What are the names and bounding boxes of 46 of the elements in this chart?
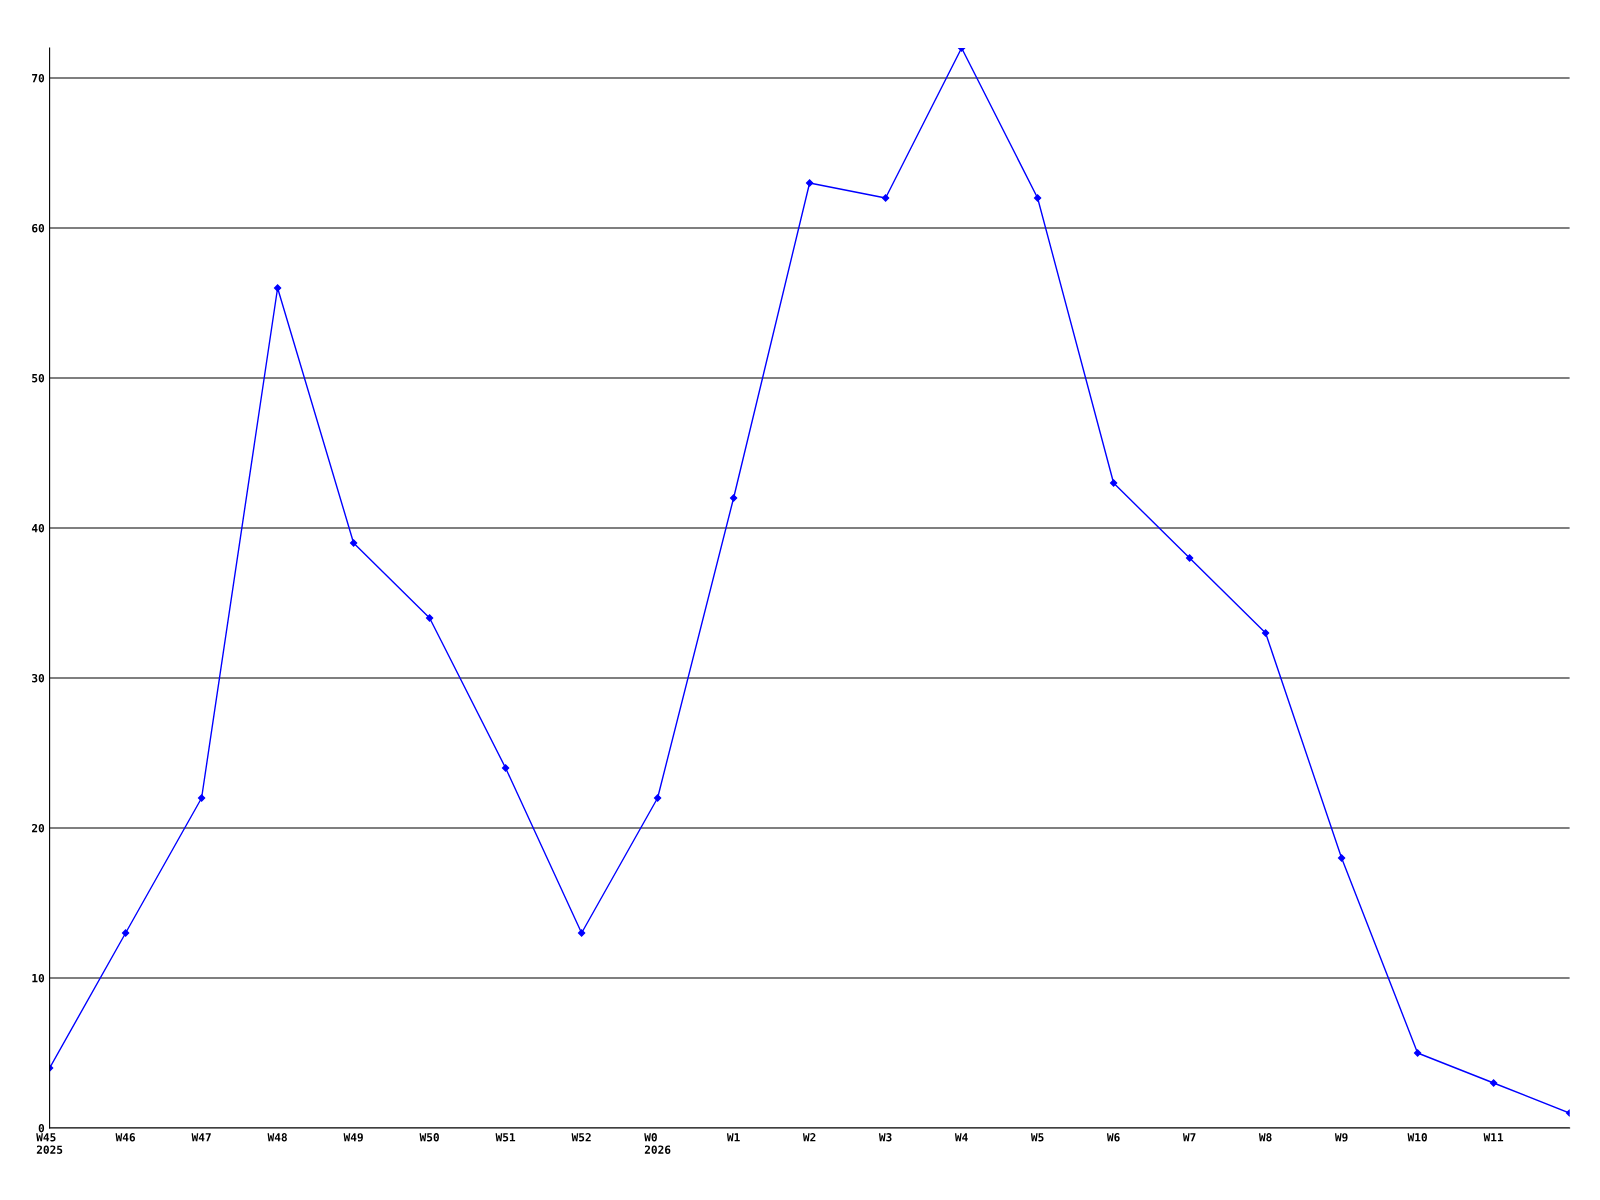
x-tick-label: W7 (1182, 1133, 1196, 1142)
x-tick-label: W11 (1483, 1133, 1504, 1142)
x-tick-label: W4 (954, 1133, 968, 1142)
x-tick-label: W49 (343, 1133, 363, 1142)
x-tick-label: W47 (191, 1133, 211, 1142)
point (881, 194, 890, 202)
x-tick-label: W9 (1334, 1133, 1348, 1142)
point (121, 929, 130, 937)
x-tick-label: W1 (726, 1133, 740, 1142)
point (197, 794, 206, 802)
point (1109, 479, 1118, 487)
point (653, 794, 662, 802)
x-tick-label: W8 (1258, 1133, 1272, 1142)
y-tick-label: 0 (38, 1123, 45, 1133)
point (1337, 854, 1346, 862)
point (273, 284, 282, 292)
point (349, 539, 358, 547)
x-tick-label: W48 (267, 1133, 287, 1142)
point (805, 179, 814, 187)
y-tick-label: 50 (32, 373, 45, 383)
y-tick-label: 60 (32, 223, 45, 233)
x-tick-label: W10 (1407, 1133, 1427, 1142)
point (1489, 1079, 1498, 1087)
x-tick-label: W2 (802, 1133, 816, 1142)
point (1185, 554, 1194, 562)
y-tick-label: 40 (31, 523, 45, 533)
x-tick-label: W45 2025 (36, 1133, 63, 1154)
x-tick-label: W51 (495, 1133, 516, 1142)
point (1413, 1049, 1422, 1057)
x-tick-label: W50 (419, 1133, 439, 1142)
x-tick-label: W3 (878, 1133, 892, 1142)
y-tick-label: 20 (31, 823, 45, 833)
point (501, 764, 510, 772)
x-tick-label: W5 (1030, 1133, 1044, 1142)
x-tick-label: W0 2026 (644, 1133, 671, 1154)
x-tick-label: W52 (571, 1133, 591, 1142)
y-tick-label: 10 (32, 973, 45, 983)
point (577, 929, 586, 937)
x-tick-label: W46 (115, 1133, 136, 1142)
y-tick-label: 30 (32, 673, 45, 683)
x-tick-label: W6 (1106, 1133, 1120, 1142)
point (1261, 629, 1270, 637)
point (729, 494, 738, 502)
y-tick-label: 70 (32, 73, 45, 83)
point (425, 614, 434, 622)
point (1033, 194, 1042, 202)
